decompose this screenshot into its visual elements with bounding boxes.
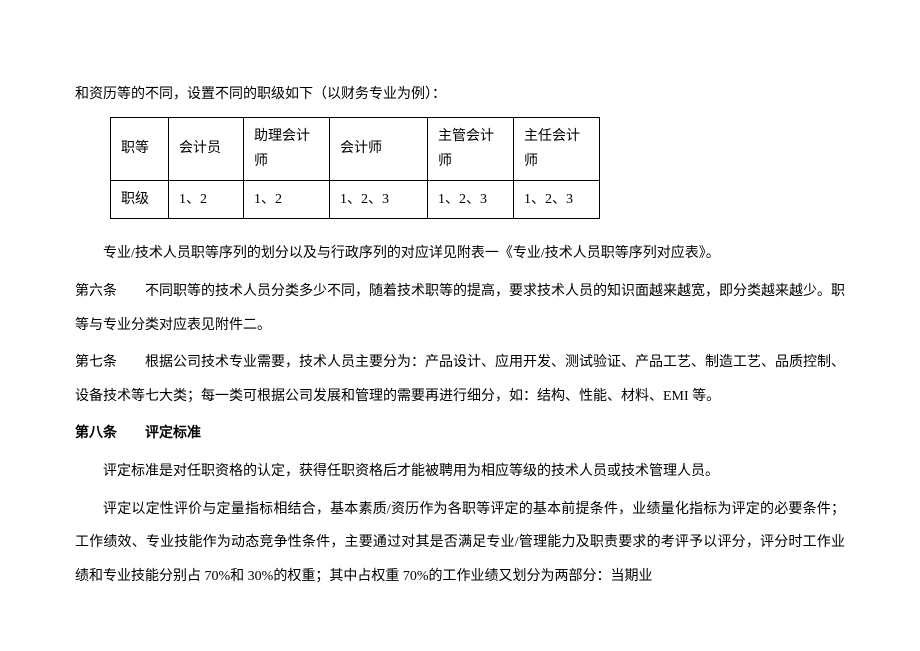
- article-7-label: 第七条: [75, 355, 117, 370]
- table-cell: 职等: [111, 117, 169, 180]
- table-cell: 助理会计师: [244, 117, 330, 180]
- article-8-title: 评定标准: [145, 426, 201, 441]
- table-cell: 会计员: [169, 117, 244, 180]
- article-6-label: 第六条: [75, 284, 117, 299]
- table-cell: 主任会计师: [514, 117, 600, 180]
- article-8-label: 第八条: [75, 426, 117, 441]
- table-cell: 1、2、3: [514, 181, 600, 219]
- table-row: 职级 1、2 1、2 1、2、3 1、2、3 1、2、3: [111, 181, 600, 219]
- article-6-body: 不同职等的技术人员分类多少不同，随着技术职等的提高，要求技术人员的知识面越来越宽…: [75, 284, 845, 333]
- paragraph-attachment-ref: 专业/技术人员职等序列的划分以及与行政序列的对应详见附表一《专业/技术人员职等序…: [75, 237, 845, 271]
- table-cell: 会计师: [330, 117, 428, 180]
- rank-table: 职等 会计员 助理会计师 会计师 主管会计师 主任会计师 职级 1、2 1、2 …: [110, 117, 600, 220]
- article-6: 第六条不同职等的技术人员分类多少不同，随着技术职等的提高，要求技术人员的知识面越…: [75, 275, 845, 342]
- article-7-body: 根据公司技术专业需要，技术人员主要分为：产品设计、应用开发、测试验证、产品工艺、…: [75, 355, 845, 404]
- table-cell: 职级: [111, 181, 169, 219]
- table-cell: 主管会计师: [428, 117, 514, 180]
- article-7: 第七条根据公司技术专业需要，技术人员主要分为：产品设计、应用开发、测试验证、产品…: [75, 346, 845, 413]
- article-8: 第八条 评定标准: [75, 417, 845, 451]
- table-cell: 1、2: [169, 181, 244, 219]
- paragraph-eval-detail: 评定以定性评价与定量指标相结合，基本素质/资历作为各职等评定的基本前提条件，业绩…: [75, 493, 845, 594]
- intro-line: 和资历等的不同，设置不同的职级如下（以财务专业为例）：: [75, 80, 845, 111]
- table-cell: 1、2: [244, 181, 330, 219]
- table-cell: 1、2、3: [330, 181, 428, 219]
- table-row: 职等 会计员 助理会计师 会计师 主管会计师 主任会计师: [111, 117, 600, 180]
- paragraph-eval-intro: 评定标准是对任职资格的认定，获得任职资格后才能被聘用为相应等级的技术人员或技术管…: [75, 455, 845, 489]
- table-cell: 1、2、3: [428, 181, 514, 219]
